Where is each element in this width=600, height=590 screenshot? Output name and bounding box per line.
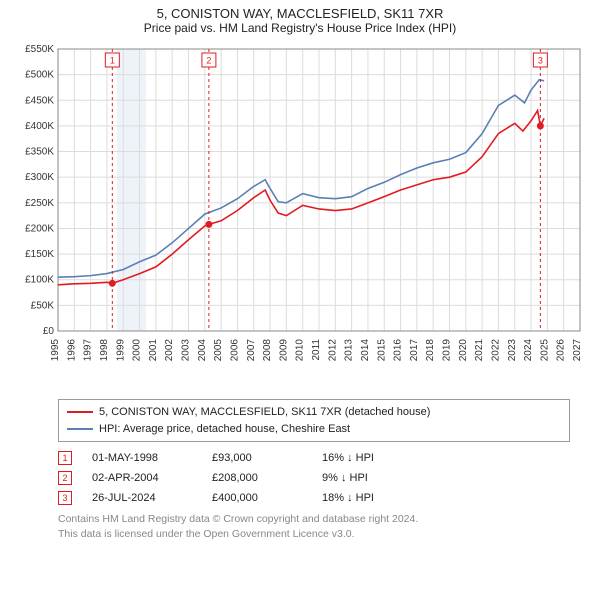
svg-text:2006: 2006 (229, 339, 240, 362)
legend-label: HPI: Average price, detached house, Ches… (99, 421, 350, 438)
svg-text:£50K: £50K (31, 300, 55, 311)
svg-text:£100K: £100K (25, 275, 54, 286)
chart-title-block: 5, CONISTON WAY, MACCLESFIELD, SK11 7XR … (10, 6, 590, 35)
svg-text:2014: 2014 (360, 339, 371, 362)
sale-delta: 16% ↓ HPI (322, 452, 402, 464)
svg-text:3: 3 (538, 56, 543, 66)
legend-swatch (67, 411, 93, 413)
svg-text:2018: 2018 (425, 339, 436, 362)
svg-text:£550K: £550K (25, 44, 54, 55)
svg-text:£200K: £200K (25, 223, 54, 234)
svg-text:2005: 2005 (213, 339, 224, 362)
sale-price: £208,000 (212, 472, 302, 484)
legend-item: HPI: Average price, detached house, Ches… (67, 421, 561, 438)
svg-text:1997: 1997 (83, 339, 94, 362)
svg-text:£500K: £500K (25, 70, 54, 81)
svg-text:2: 2 (206, 56, 211, 66)
svg-text:2020: 2020 (458, 339, 469, 362)
svg-text:2023: 2023 (507, 339, 518, 362)
chart-title: 5, CONISTON WAY, MACCLESFIELD, SK11 7XR (10, 6, 590, 21)
svg-text:2002: 2002 (164, 339, 175, 362)
attribution-footer: Contains HM Land Registry data © Crown c… (58, 512, 570, 541)
svg-text:2013: 2013 (344, 339, 355, 362)
svg-text:£400K: £400K (25, 121, 54, 132)
svg-text:£150K: £150K (25, 249, 54, 260)
legend-swatch (67, 428, 93, 430)
svg-text:2000: 2000 (132, 339, 143, 362)
sales-row: 1 01-MAY-1998 £93,000 16% ↓ HPI (58, 448, 570, 468)
svg-text:1995: 1995 (50, 339, 61, 362)
svg-text:£300K: £300K (25, 172, 54, 183)
chart-area: £0 £50K £100K £150K £200K £250K £300K £350K £400… (10, 41, 590, 391)
svg-text:1999: 1999 (115, 339, 126, 362)
svg-text:£450K: £450K (25, 95, 54, 106)
sale-marker-icon: 3 (58, 491, 72, 505)
svg-text:2026: 2026 (556, 339, 567, 362)
sale-marker-icon: 2 (58, 471, 72, 485)
legend-item: 5, CONISTON WAY, MACCLESFIELD, SK11 7XR … (67, 404, 561, 421)
svg-text:2003: 2003 (181, 339, 192, 362)
svg-text:£0: £0 (43, 326, 55, 337)
svg-text:2019: 2019 (442, 339, 453, 362)
svg-text:2011: 2011 (311, 339, 322, 361)
svg-text:2022: 2022 (490, 339, 501, 362)
svg-text:2021: 2021 (474, 339, 485, 362)
svg-text:2025: 2025 (539, 339, 550, 362)
sales-row: 3 26-JUL-2024 £400,000 18% ↓ HPI (58, 488, 570, 508)
footer-line: Contains HM Land Registry data © Crown c… (58, 512, 570, 527)
svg-text:2008: 2008 (262, 339, 273, 362)
sale-date: 01-MAY-1998 (92, 452, 192, 464)
sales-table: 1 01-MAY-1998 £93,000 16% ↓ HPI 2 02-APR… (58, 448, 570, 508)
svg-text:2016: 2016 (393, 339, 404, 362)
svg-text:2017: 2017 (409, 339, 420, 362)
svg-text:2001: 2001 (148, 339, 159, 362)
svg-text:1: 1 (110, 56, 115, 66)
sale-delta: 18% ↓ HPI (322, 492, 402, 504)
legend: 5, CONISTON WAY, MACCLESFIELD, SK11 7XR … (58, 399, 570, 442)
svg-text:2015: 2015 (376, 339, 387, 362)
sales-row: 2 02-APR-2004 £208,000 9% ↓ HPI (58, 468, 570, 488)
sale-date: 26-JUL-2024 (92, 492, 192, 504)
footer-line: This data is licensed under the Open Gov… (58, 527, 570, 542)
sale-date: 02-APR-2004 (92, 472, 192, 484)
legend-label: 5, CONISTON WAY, MACCLESFIELD, SK11 7XR … (99, 404, 430, 421)
sale-delta: 9% ↓ HPI (322, 472, 402, 484)
svg-text:2010: 2010 (295, 339, 306, 362)
svg-text:2004: 2004 (197, 339, 208, 362)
price-chart: £0 £50K £100K £150K £200K £250K £300K £350K £400… (10, 41, 590, 391)
svg-text:2007: 2007 (246, 339, 257, 362)
sale-price: £400,000 (212, 492, 302, 504)
svg-text:2024: 2024 (523, 339, 534, 362)
svg-text:1998: 1998 (99, 339, 110, 362)
svg-text:1996: 1996 (66, 339, 77, 362)
svg-text:£350K: £350K (25, 147, 54, 158)
sale-price: £93,000 (212, 452, 302, 464)
svg-text:2009: 2009 (278, 339, 289, 362)
svg-text:£250K: £250K (25, 198, 54, 209)
sale-marker-icon: 1 (58, 451, 72, 465)
svg-text:2012: 2012 (327, 339, 338, 362)
chart-subtitle: Price paid vs. HM Land Registry's House … (10, 21, 590, 35)
svg-text:2027: 2027 (572, 339, 583, 362)
